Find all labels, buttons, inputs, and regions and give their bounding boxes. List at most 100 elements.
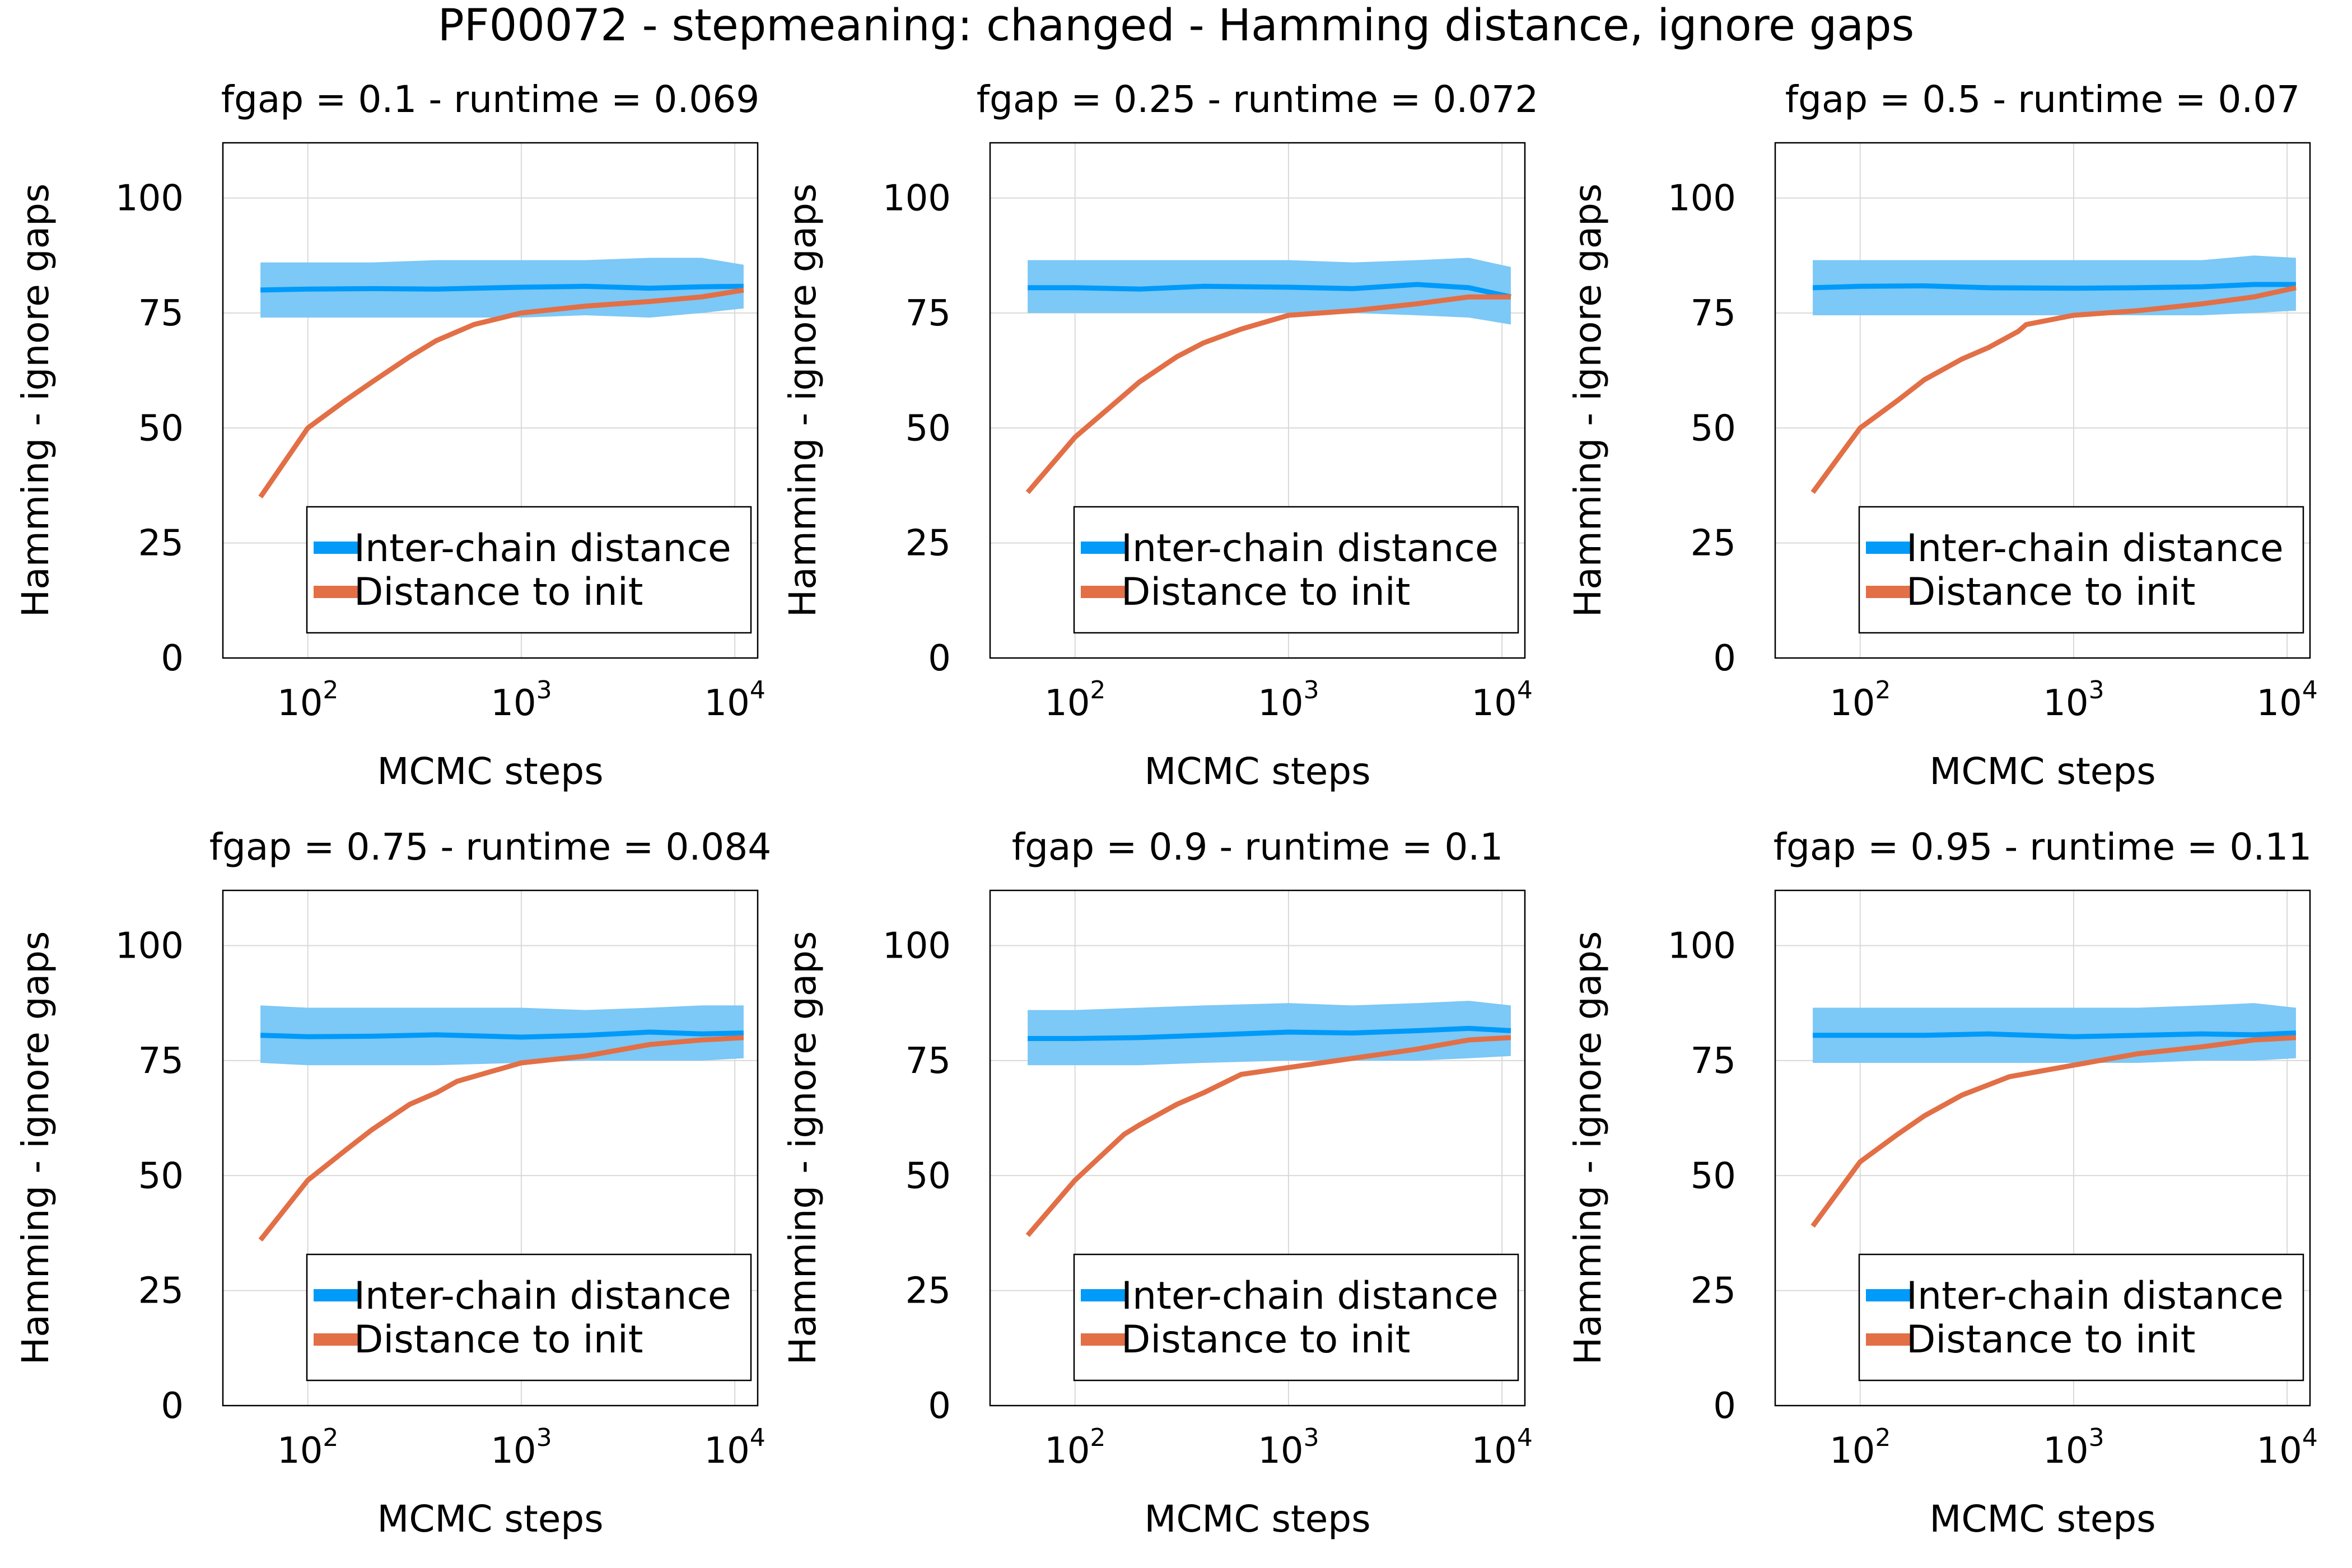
legend-label-distance-to-init: Distance to init — [354, 1318, 643, 1362]
x-tick-label: 102 — [1830, 1424, 1891, 1472]
inter-chain-line — [260, 283, 744, 293]
x-tick-label: 102 — [277, 676, 338, 724]
plot-frame — [989, 142, 1526, 659]
y-tick-label: 25 — [138, 523, 184, 564]
distance-to-init-line — [1810, 1035, 2297, 1228]
x-tick-label: 103 — [2043, 1424, 2104, 1472]
legend-label-distance-to-init: Distance to init — [1906, 570, 2195, 614]
y-tick-label: 50 — [906, 408, 951, 449]
panel-3: fgap = 0.5 - runtime = 0.07 0 25 50 75 100 102… — [1566, 78, 2318, 793]
plot-frame — [222, 889, 759, 1407]
x-axis-label: MCMC steps — [1144, 1497, 1370, 1541]
inter-chain-line — [1812, 282, 2296, 291]
panel-title: fgap = 0.25 - runtime = 0.072 — [977, 78, 1539, 121]
legend-box — [1073, 506, 1519, 634]
legend-label-distance-to-init: Distance to init — [1906, 1318, 2195, 1362]
x-tick-label: 104 — [704, 1424, 765, 1472]
y-tick-label: 0 — [161, 1385, 184, 1427]
panel-1: fgap = 0.1 - runtime = 0.069 0 25 50 75 100 10… — [14, 78, 766, 793]
x-axis-label: MCMC steps — [1929, 750, 2155, 793]
legend-label-distance-to-init: Distance to init — [1121, 570, 1410, 614]
y-tick-label: 75 — [138, 1040, 184, 1082]
y-tick-label: 100 — [1668, 926, 1736, 967]
plot-frame — [222, 142, 759, 659]
panel-5: fgap = 0.9 - runtime = 0.1 0 25 50 75 100 102 1… — [781, 825, 1533, 1541]
y-tick-label: 50 — [1691, 408, 1736, 449]
y-tick-label: 100 — [883, 926, 951, 967]
legend-box — [1858, 1253, 2304, 1382]
panel-title: fgap = 0.9 - runtime = 0.1 — [1012, 825, 1504, 869]
panel-title: fgap = 0.95 - runtime = 0.11 — [1774, 825, 2312, 869]
legend-label-inter-chain: Inter-chain distance — [354, 526, 731, 571]
y-tick-label: 25 — [1691, 1271, 1736, 1312]
panel-2: fgap = 0.25 - runtime = 0.072 0 25 50 75 100 1… — [781, 78, 1538, 793]
panels: fgap = 0.1 - runtime = 0.069 0 25 50 75 100 10… — [14, 78, 2318, 1541]
panel-title: fgap = 0.75 - runtime = 0.084 — [209, 825, 772, 869]
inter-chain-band — [1813, 255, 2296, 315]
legend-label-inter-chain: Inter-chain distance — [1906, 1274, 2284, 1318]
inter-chain-band — [1028, 258, 1511, 325]
y-tick-label: 75 — [1691, 293, 1736, 334]
distance-to-init-line — [258, 287, 744, 499]
y-tick-label: 100 — [883, 178, 951, 220]
y-tick-label: 50 — [138, 1155, 184, 1197]
inter-chain-line — [260, 1029, 744, 1040]
x-tick-label: 102 — [1830, 676, 1891, 724]
distance-to-init-line — [1025, 1035, 1511, 1238]
plot-frame — [1774, 142, 2311, 659]
y-tick-label: 75 — [138, 293, 184, 334]
y-tick-label: 25 — [906, 1271, 951, 1312]
legend-label-inter-chain: Inter-chain distance — [1906, 526, 2284, 571]
x-axis-label: MCMC steps — [1929, 1497, 2155, 1541]
y-tick-label: 25 — [138, 1271, 184, 1312]
y-axis-label: Hamming - ignore gaps — [781, 184, 824, 618]
y-tick-label: 0 — [161, 638, 184, 679]
legend-label-distance-to-init: Distance to init — [354, 570, 643, 614]
x-tick-label: 104 — [1471, 676, 1532, 724]
legend-box — [1073, 1253, 1519, 1382]
legend-label-inter-chain: Inter-chain distance — [1121, 1274, 1499, 1318]
y-tick-label: 75 — [906, 293, 951, 334]
legend-label-inter-chain: Inter-chain distance — [354, 1274, 731, 1318]
x-tick-label: 104 — [704, 676, 765, 724]
legend-label-distance-to-init: Distance to init — [1121, 1318, 1410, 1362]
y-axis-label: Hamming - ignore gaps — [1566, 184, 1609, 618]
y-axis-label: Hamming - ignore gaps — [14, 931, 57, 1365]
x-tick-label: 102 — [1044, 676, 1105, 724]
inter-chain-line — [1028, 282, 1511, 300]
distance-to-init-line — [1810, 285, 2297, 494]
x-tick-label: 103 — [1258, 676, 1319, 724]
distance-to-init-line — [1025, 294, 1511, 494]
panel-title: fgap = 0.5 - runtime = 0.07 — [1785, 78, 2300, 121]
legend-box — [1858, 506, 2304, 634]
panel-4: fgap = 0.75 - runtime = 0.084 0 25 50 75 100 1… — [14, 825, 771, 1541]
y-tick-label: 50 — [1691, 1155, 1736, 1197]
y-tick-label: 50 — [138, 408, 184, 449]
y-tick-label: 100 — [115, 178, 184, 220]
y-tick-label: 75 — [906, 1040, 951, 1082]
x-tick-label: 103 — [2043, 676, 2104, 724]
y-tick-label: 0 — [928, 638, 951, 679]
legend-box — [306, 506, 752, 634]
x-tick-label: 103 — [491, 1424, 552, 1472]
legend-box — [306, 1253, 752, 1382]
x-axis-label: MCMC steps — [1144, 750, 1370, 793]
x-tick-label: 103 — [1258, 1424, 1319, 1472]
y-tick-label: 25 — [906, 523, 951, 564]
panel-6: fgap = 0.95 - runtime = 0.11 0 25 50 75 100 10… — [1566, 825, 2318, 1541]
y-axis-label: Hamming - ignore gaps — [781, 931, 824, 1365]
inter-chain-line — [1028, 1025, 1511, 1041]
y-tick-label: 75 — [1691, 1040, 1736, 1082]
y-tick-label: 0 — [1713, 638, 1736, 679]
y-tick-label: 100 — [115, 926, 184, 967]
plot-frame — [1774, 889, 2311, 1407]
x-tick-label: 104 — [1471, 1424, 1532, 1472]
y-axis-label: Hamming - ignore gaps — [1566, 931, 1609, 1365]
x-tick-label: 104 — [2256, 676, 2317, 724]
x-axis-label: MCMC steps — [377, 750, 603, 793]
x-axis-label: MCMC steps — [377, 1497, 603, 1541]
distance-to-init-line — [258, 1035, 744, 1242]
y-tick-label: 25 — [1691, 523, 1736, 564]
plot-frame — [989, 889, 1526, 1407]
